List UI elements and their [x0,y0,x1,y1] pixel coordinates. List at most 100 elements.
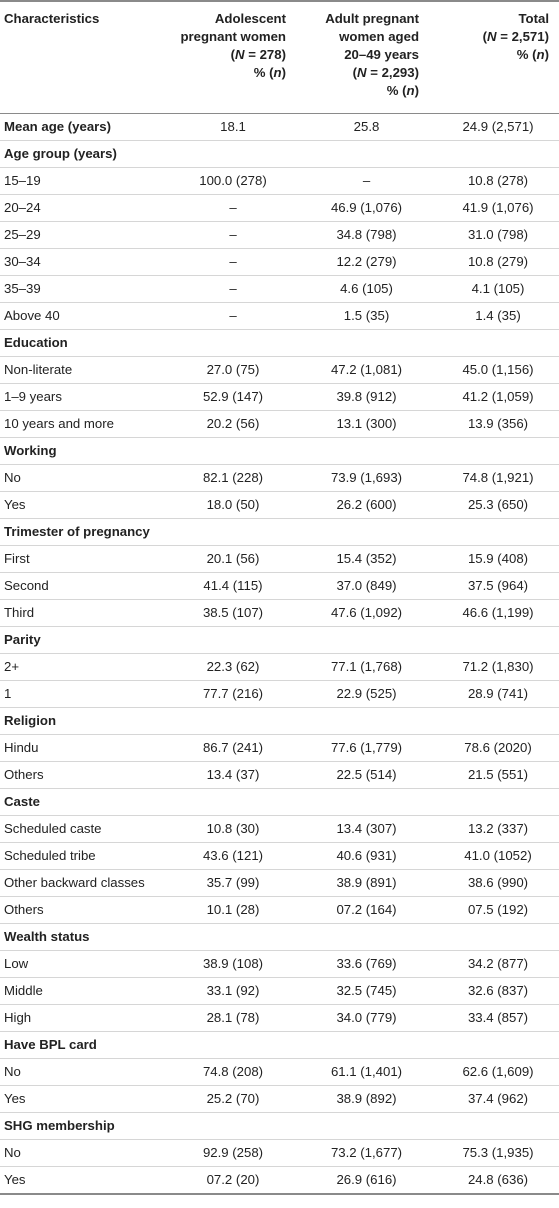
section-header-row: SHG membership [0,1112,559,1139]
cell-col1: – [229,307,237,323]
cell-col2 [296,140,437,167]
section-header-row: Religion [0,707,559,734]
section-header-row: Age group (years) [0,140,559,167]
cell-col1: 13.4 (37) [206,766,260,782]
n-symbol: n [273,65,282,80]
table-header: Characteristics Adolescent pregnant wome… [0,1,559,113]
cell-col3: 38.6 (990) [467,874,529,890]
cell-col2: 25.8 [353,118,380,134]
table-row: Scheduled tribe 43.6 (121) 40.6 (931) 41.0 … [0,842,559,869]
cell-col3: 13.9 (356) [467,415,529,431]
cell-col1 [170,626,296,653]
cell-col3: 24.9 (2,571) [462,118,534,134]
cell-col1: 82.1 (228) [202,469,264,485]
cell-col2: 38.9 (891) [336,874,397,890]
row-label: High [4,1009,32,1025]
row-label: Middle [4,982,43,998]
cell-col3: 21.5 (551) [467,766,529,782]
cell-col2: 61.1 (1,401) [330,1063,403,1079]
header-adult-unit: % (n) [386,83,419,98]
cell-col2 [296,707,437,734]
cell-col2: 13.4 (307) [336,820,397,836]
cell-col3: 74.8 (1,921) [462,469,534,485]
row-label: Others [4,901,44,917]
table-row: No 74.8 (208) 61.1 (1,401) 62.6 (1,609) [0,1058,559,1085]
section-header-row: Wealth status [0,923,559,950]
cell-col3: 4.1 (105) [471,280,525,296]
section-label: Age group (years) [4,145,117,161]
cell-col1 [170,923,296,950]
row-label: No [4,469,21,485]
row-label: Others [4,766,44,782]
header-adolescent-n-value: = 278 [248,47,282,62]
cell-col3 [437,1112,559,1139]
cell-col3 [437,788,559,815]
section-header-row: Trimester of pregnancy [0,518,559,545]
section-header-row: Education [0,329,559,356]
n-symbol: N [357,65,367,80]
cell-col2: 15.4 (352) [336,550,397,566]
header-adolescent-line: Adolescent [214,11,286,26]
cell-col1: – [229,226,237,242]
cell-col3 [437,1031,559,1058]
row-label: Second [4,577,49,593]
cell-col1 [170,518,296,545]
row-label: Above 40 [4,307,60,323]
cell-col2: 77.1 (1,768) [330,658,403,674]
row-label: Yes [4,1090,26,1106]
section-label: Caste [4,793,40,809]
cell-col3: 25.3 (650) [467,496,529,512]
cell-col2: 33.6 (769) [336,955,397,971]
cell-col2: 26.9 (616) [336,1171,397,1187]
row-label: 20–24 [4,199,41,215]
cell-col3 [437,923,559,950]
cell-col3: 37.5 (964) [467,577,529,593]
cell-col3 [437,518,559,545]
header-adult-line: Adult pregnant [325,11,419,26]
cell-col3: 46.6 (1,199) [462,604,534,620]
table-row: 1 77.7 (216) 22.9 (525) 28.9 (741) [0,680,559,707]
section-header-row: Have BPL card [0,1031,559,1058]
cell-col3: 75.3 (1,935) [462,1144,534,1160]
cell-col1: 20.1 (56) [206,550,260,566]
cell-col1: 20.2 (56) [206,415,260,431]
n-symbol: N [235,47,245,62]
cell-col2: 47.6 (1,092) [330,604,403,620]
row-label: First [4,550,30,566]
cell-col1: 10.8 (30) [206,820,260,836]
cell-col1: 18.1 [220,118,246,134]
cell-col2: 47.2 (1,081) [330,361,403,377]
cell-col1: 41.4 (115) [203,577,263,593]
row-label: 1 [4,685,12,701]
row-label: 15–19 [4,172,41,188]
cell-col2: 38.9 (892) [336,1090,397,1106]
table-row: Other backward classes 35.7 (99) 38.9 (891… [0,869,559,896]
cell-col2: 34.0 (779) [336,1009,397,1025]
cell-col2: 39.8 (912) [336,388,397,404]
cell-col2: 12.2 (279) [336,253,397,269]
cell-col3: 28.9 (741) [467,685,529,701]
cell-col3: 34.2 (877) [467,955,529,971]
section-label: Have BPL card [4,1036,97,1052]
cell-col2: 77.6 (1,779) [330,739,403,755]
row-label: Mean age (years) [4,118,112,134]
cell-col1: 100.0 (278) [199,172,267,188]
cell-col2 [296,626,437,653]
cell-col2: 32.5 (745) [336,982,397,998]
cell-col1: 38.9 (108) [202,955,264,971]
cell-col1: 43.6 (121) [202,847,264,863]
cell-col1: 74.8 (208) [202,1063,264,1079]
header-adolescent: Adolescent pregnant women (N = 278) % (n… [170,1,296,113]
cell-col1: 22.3 (62) [206,658,260,674]
cell-col2 [296,923,437,950]
cell-col2: 34.8 (798) [336,226,397,242]
cell-col1: – [229,280,237,296]
table-row: Above 40 – 1.5 (35) 1.4 (35) [0,302,559,329]
table-row: Hindu 86.7 (241) 77.6 (1,779) 78.6 (2020) [0,734,559,761]
row-label: Scheduled caste [4,820,102,836]
cell-col2: 73.9 (1,693) [330,469,403,485]
table-row: Low 38.9 (108) 33.6 (769) 34.2 (877) [0,950,559,977]
table-row: Yes 25.2 (70) 38.9 (892) 37.4 (962) [0,1085,559,1112]
